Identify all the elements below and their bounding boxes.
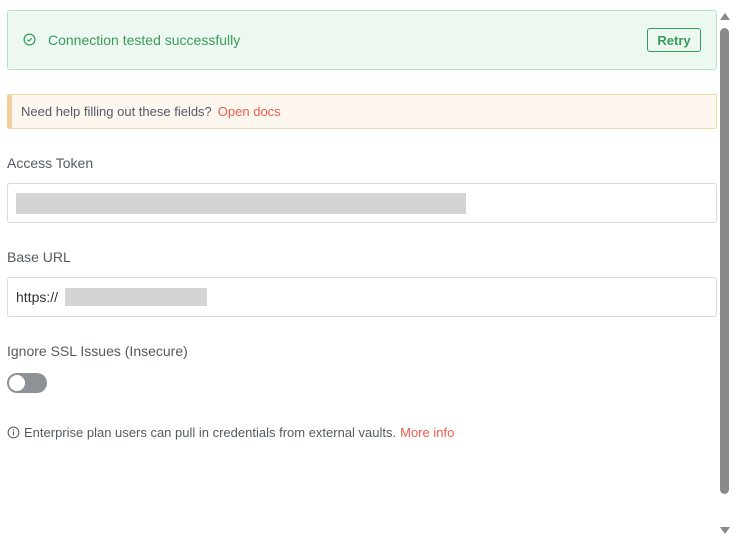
enterprise-note: Enterprise plan users can pull in creden… xyxy=(7,425,454,440)
info-circle-icon xyxy=(7,426,20,439)
redacted-value xyxy=(65,288,207,306)
note-text: Enterprise plan users can pull in creden… xyxy=(24,425,397,440)
scrollbar[interactable] xyxy=(719,10,731,537)
help-notice: Need help filling out these fields? Open … xyxy=(7,94,717,129)
toggle-knob xyxy=(9,375,25,391)
more-info-link[interactable]: More info xyxy=(400,425,455,440)
check-circle-icon xyxy=(23,33,36,46)
open-docs-link[interactable]: Open docs xyxy=(217,104,281,119)
ignore-ssl-toggle[interactable] xyxy=(7,373,47,393)
ignore-ssl-label: Ignore SSL Issues (Insecure) xyxy=(7,343,188,359)
base-url-input[interactable]: https:// xyxy=(7,277,717,317)
access-token-input[interactable] xyxy=(7,183,717,223)
base-url-prefix: https:// xyxy=(16,289,59,305)
connection-success-banner: Connection tested successfully Retry xyxy=(7,10,717,70)
redacted-value xyxy=(16,193,466,214)
scrollbar-thumb[interactable] xyxy=(720,28,729,494)
scroll-up-arrow-icon[interactable] xyxy=(720,13,730,20)
help-text: Need help filling out these fields? xyxy=(21,104,212,119)
retry-button[interactable]: Retry xyxy=(647,28,701,52)
scroll-down-arrow-icon[interactable] xyxy=(720,527,730,534)
success-message: Connection tested successfully xyxy=(48,32,241,48)
access-token-label: Access Token xyxy=(7,155,94,171)
base-url-label: Base URL xyxy=(7,249,71,265)
